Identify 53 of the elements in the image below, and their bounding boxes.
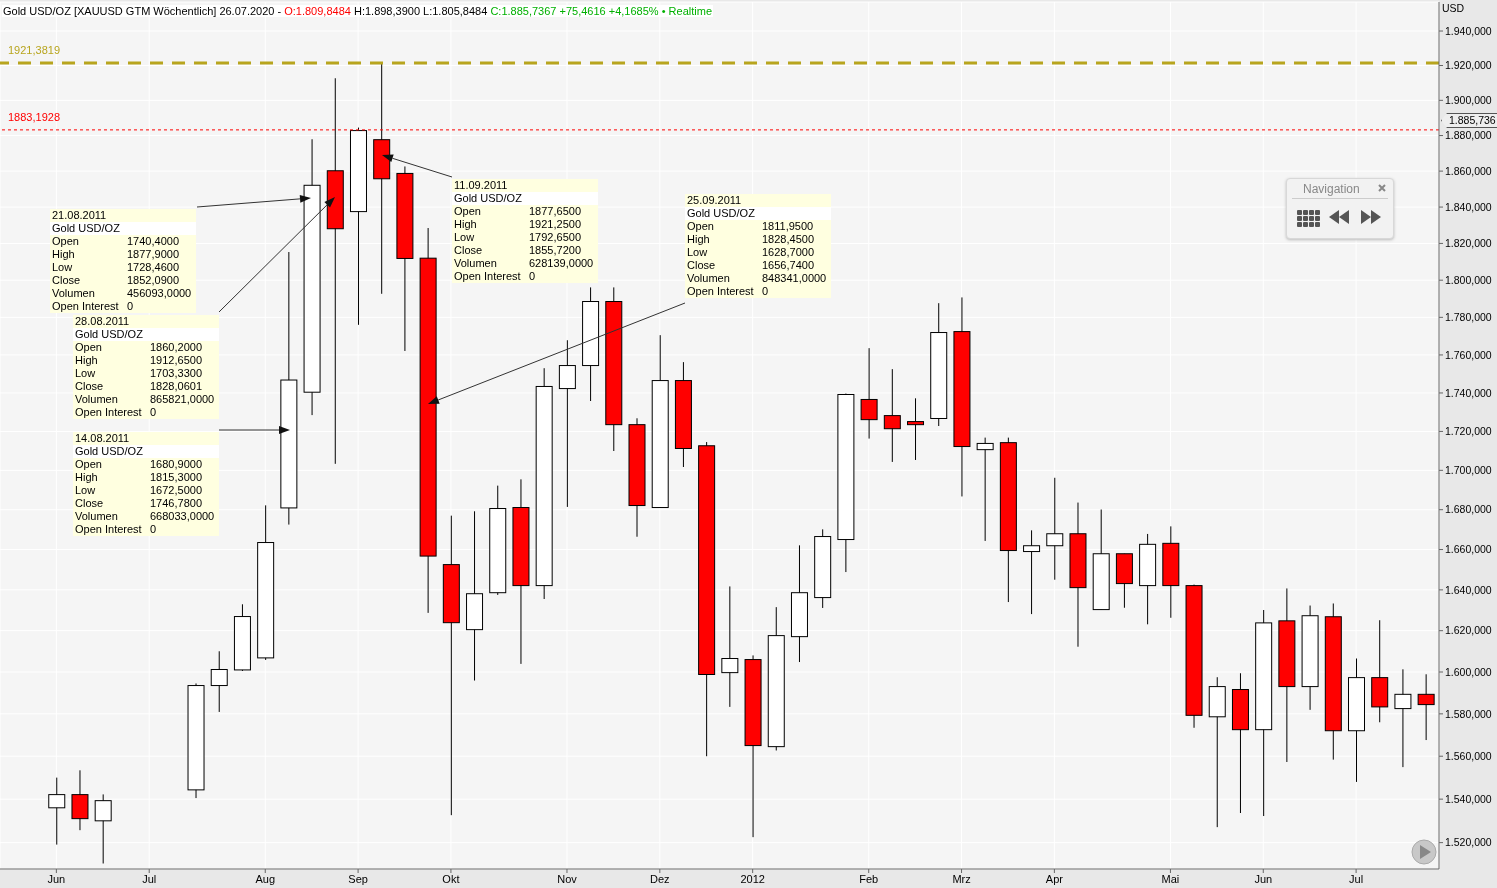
navigation-panel: Navigation <box>1286 178 1394 239</box>
x-tick-label: Feb <box>859 872 879 885</box>
x-tick-label: Jun <box>47 872 66 885</box>
y-tick-label: 1.820,000 <box>1445 237 1492 250</box>
x-tick-label: Jul <box>142 872 157 885</box>
chart-subtitle: O:1.809,8484 H:1.898,3900 L:1.805,8484 C:1.885,7367 +75,4616 +4,1685% • Realtime <box>284 5 712 17</box>
ref-line-label: 1883,1928 <box>8 110 60 123</box>
text: 1.885,736 <box>1441 113 1497 128</box>
x-tick-label: Mrz <box>952 872 971 885</box>
x-tick-label: Apr <box>1045 872 1064 885</box>
y-tick-label: 1.700,000 <box>1445 464 1492 477</box>
chart-title: Gold USD/OZ [XAUUSD GTM Wöchentlich] 26.07.2020 - <box>3 5 282 17</box>
y-tick-label: 1.780,000 <box>1445 311 1492 324</box>
y-tick-label: 1.860,000 <box>1445 164 1492 177</box>
x-tick-label: Okt <box>442 872 460 885</box>
y-tick-label: 1.560,000 <box>1445 749 1492 762</box>
y-axis-title: USD <box>1442 2 1465 14</box>
y-tick-label: 1.760,000 <box>1445 348 1492 361</box>
y-tick-label: 1.940,000 <box>1445 24 1492 37</box>
y-tick-label: 1.520,000 <box>1445 836 1492 849</box>
info-box: 14.08.2011 Gold USD/OZ Open 1680,9000 High 1815,3000 Low 1672,5000 Close 1746,7800 Volumen 668033,0000 Open Interest 0 <box>73 432 219 536</box>
info-box: 25.09.2011 Gold USD/OZ Open 1811,9500 High 1828,4500 Low 1628,7000 Close 1656,7400 Volumen 848341,0000 Open Interest 0 <box>685 194 831 298</box>
y-tick-label: 1.900,000 <box>1445 94 1492 107</box>
x-tick-label: Dez <box>650 872 670 885</box>
x-tick-label: Jul <box>1349 872 1364 885</box>
info-box: 28.08.2011 Gold USD/OZ Open 1860,2000 High 1912,6500 Low 1703,3300 Close 1828,0601 Volumen 865821,0000 Open Interest 0 <box>73 315 219 419</box>
ref-line-label: 1921,3819 <box>8 44 60 57</box>
y-tick-label: 1.540,000 <box>1445 792 1492 805</box>
info-box: 11.09.2011 Gold USD/OZ Open 1877,6500 High 1921,2500 Low 1792,6500 Close 1855,7200 Volumen 628139,0000 Open Interest 0 <box>452 179 598 283</box>
candlestick <box>860 347 878 440</box>
x-tick-label: Sep <box>348 872 368 885</box>
y-tick-label: 1.800,000 <box>1445 273 1492 286</box>
x-tick-label: Mai <box>1161 872 1180 885</box>
y-tick-label: 1.720,000 <box>1445 425 1492 438</box>
x-tick-label: 2012 <box>740 872 765 885</box>
info-box: 21.08.2011 Gold USD/OZ Open 1740,4000 High 1877,9000 Low 1728,4600 Close 1852,0900 Volumen 456093,0000 Open Interest 0 <box>50 209 196 313</box>
y-tick-label: 1.600,000 <box>1445 665 1492 678</box>
candlestick <box>883 368 901 463</box>
x-tick-label: Aug <box>255 872 276 885</box>
y-tick-label: 1.640,000 <box>1445 583 1492 596</box>
candlestick <box>1417 673 1435 741</box>
x-tick-label: Nov <box>557 872 578 885</box>
annotation: Navigation <box>1303 182 1360 196</box>
y-tick-label: 1.580,000 <box>1445 707 1492 720</box>
y-tick-label: 1.680,000 <box>1445 503 1492 516</box>
x-tick-label: Jun <box>1254 872 1273 885</box>
y-tick-label: 1.920,000 <box>1445 59 1492 72</box>
y-tick-label: 1.620,000 <box>1445 624 1492 637</box>
y-tick-label: 1.660,000 <box>1445 543 1492 556</box>
y-tick-label: 1.880,000 <box>1445 129 1492 142</box>
candlestick <box>907 397 925 461</box>
y-tick-label: 1.840,000 <box>1445 200 1492 213</box>
y-tick-label: 1.740,000 <box>1445 386 1492 399</box>
